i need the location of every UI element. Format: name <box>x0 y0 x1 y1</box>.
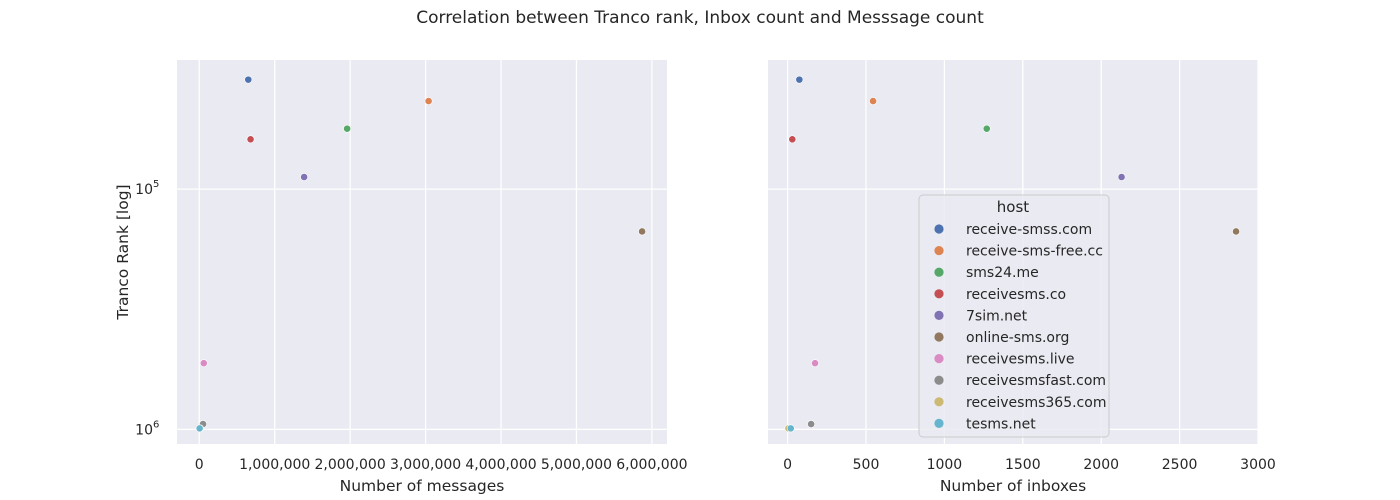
legend-marker <box>934 310 944 320</box>
legend-entry: receive-smss.com <box>966 222 1092 238</box>
legend-title: host <box>997 198 1029 216</box>
legend-marker <box>934 289 944 299</box>
y-tick-label: 10 <box>135 182 153 198</box>
point-tesms-net <box>786 424 795 433</box>
legend-marker <box>934 267 944 277</box>
x-tick-label: 0 <box>783 457 792 473</box>
y-tick-label: 10 <box>135 422 153 438</box>
x-tick-label: 500 <box>853 457 880 473</box>
legend-marker <box>934 375 944 385</box>
point-receive-smss-com <box>244 75 253 84</box>
legend-box <box>918 194 1110 438</box>
x-tick-label: 1,000,000 <box>239 457 310 473</box>
legend-entry: tesms.net <box>966 416 1036 432</box>
plot-background <box>177 60 667 444</box>
y-axis-label: Tranco Rank [log] <box>114 184 132 320</box>
x-tick-label: 3,000,000 <box>390 457 461 473</box>
point-sms24-me <box>982 124 991 133</box>
x-tick-label: 0 <box>195 457 204 473</box>
x-axis-label: Number of inboxes <box>940 477 1086 495</box>
point-receivesms-co <box>788 135 797 144</box>
legend-marker <box>934 246 944 256</box>
x-tick-label: 2000 <box>1083 457 1119 473</box>
legend-entry: online-sms.org <box>966 330 1069 346</box>
point-receivesms-co <box>246 135 255 144</box>
y-tick-label-exponent: 6 <box>153 419 159 430</box>
point-sms24-me <box>343 124 352 133</box>
point-tesms-net <box>195 424 204 433</box>
legend-entry: receivesms365.com <box>966 395 1106 411</box>
x-tick-label: 4,000,000 <box>465 457 536 473</box>
x-tick-label: 3000 <box>1240 457 1276 473</box>
legend-entry: receive-sms-free.cc <box>966 244 1103 260</box>
legend-entry: sms24.me <box>966 265 1039 281</box>
point-7sim-net <box>300 173 309 181</box>
panel-1: 0 1,000,000 2,000,000 3,000,000 4,000,000 5,0… <box>114 60 688 495</box>
point-receive-smss-com <box>795 75 804 84</box>
legend-marker <box>934 332 944 342</box>
x-tick-label: 2,000,000 <box>315 457 386 473</box>
legend: host receive-smss.com receive-sms-free.cc s… <box>918 194 1110 438</box>
point-receive-sms-free-cc <box>424 97 433 106</box>
legend-marker <box>934 397 944 407</box>
point-receive-sms-free-cc <box>869 97 877 106</box>
legend-marker <box>934 354 944 364</box>
legend-entry: 7sim.net <box>966 308 1028 324</box>
x-tick-label: 1500 <box>1005 457 1041 473</box>
x-axis-label: Number of messages <box>340 477 505 495</box>
figure-title: Correlation between Tranco rank, Inbox c… <box>416 8 984 28</box>
point-7sim-net <box>1117 173 1126 181</box>
point-receivesms-live <box>811 359 819 368</box>
legend-entry: receivesms.co <box>966 287 1066 303</box>
x-tick-label: 2500 <box>1162 457 1198 473</box>
x-tick-label: 6,000,000 <box>616 457 687 473</box>
point-online-sms-org <box>1232 227 1240 236</box>
legend-entry: receivesms.live <box>966 352 1075 368</box>
legend-entry: receivesmsfast.com <box>966 373 1106 389</box>
x-tick-label: 1000 <box>927 457 963 473</box>
point-receivesms-live <box>199 359 208 368</box>
legend-marker <box>934 418 944 428</box>
legend-marker <box>934 224 944 234</box>
point-online-sms-org <box>638 227 647 236</box>
point-receivesmsfast-com <box>807 420 816 428</box>
x-tick-label: 5,000,000 <box>541 457 612 473</box>
y-tick-label-exponent: 5 <box>153 179 159 190</box>
